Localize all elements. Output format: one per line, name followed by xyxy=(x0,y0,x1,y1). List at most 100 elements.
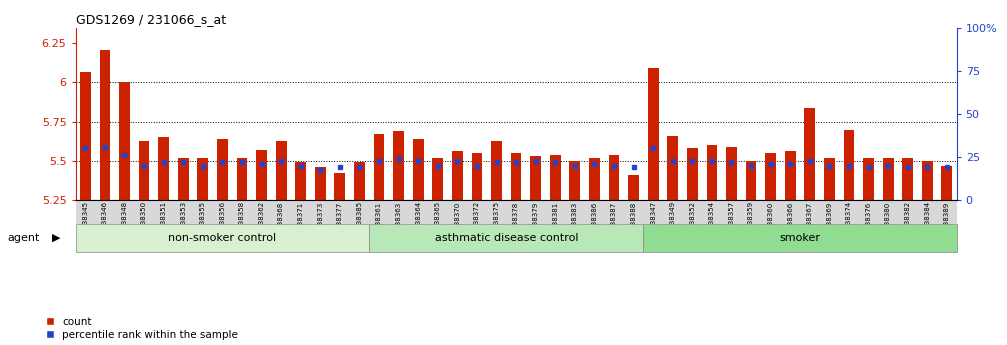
Text: GSM38382: GSM38382 xyxy=(904,201,910,239)
Bar xyxy=(334,174,345,200)
Text: GSM38367: GSM38367 xyxy=(807,201,813,239)
Text: GSM38386: GSM38386 xyxy=(591,201,597,239)
Bar xyxy=(511,153,522,200)
Text: GSM38381: GSM38381 xyxy=(552,201,558,239)
Text: GSM38349: GSM38349 xyxy=(670,201,676,239)
Text: GSM38370: GSM38370 xyxy=(454,201,460,239)
Bar xyxy=(393,131,404,200)
Bar xyxy=(80,71,91,200)
Text: GSM38374: GSM38374 xyxy=(846,201,852,239)
Text: GSM38373: GSM38373 xyxy=(317,201,323,239)
Bar xyxy=(432,158,443,200)
Bar xyxy=(197,158,208,200)
Text: GSM38371: GSM38371 xyxy=(298,201,304,239)
Text: GSM38353: GSM38353 xyxy=(180,201,186,239)
Text: GSM38387: GSM38387 xyxy=(611,201,617,239)
Bar xyxy=(765,153,776,200)
Bar xyxy=(648,68,659,200)
Text: GSM38388: GSM38388 xyxy=(630,201,636,239)
Text: GSM38385: GSM38385 xyxy=(356,201,363,239)
Text: GSM38361: GSM38361 xyxy=(376,201,382,239)
Bar xyxy=(100,50,111,200)
Bar xyxy=(217,139,228,200)
Text: GSM38345: GSM38345 xyxy=(83,201,89,239)
Text: GSM38368: GSM38368 xyxy=(278,201,284,239)
Text: GSM38375: GSM38375 xyxy=(493,201,499,239)
Text: GSM38379: GSM38379 xyxy=(533,201,539,239)
Text: asthmatic disease control: asthmatic disease control xyxy=(435,233,578,243)
Bar xyxy=(668,136,678,200)
Text: GSM38358: GSM38358 xyxy=(239,201,245,239)
Text: GSM38352: GSM38352 xyxy=(690,201,695,239)
Text: GSM38346: GSM38346 xyxy=(102,201,108,239)
Text: GSM38362: GSM38362 xyxy=(259,201,265,239)
Bar xyxy=(569,161,580,200)
Text: GSM38376: GSM38376 xyxy=(866,201,871,239)
Text: GSM38389: GSM38389 xyxy=(944,201,950,239)
Bar xyxy=(237,158,248,200)
Bar xyxy=(374,134,385,200)
Bar xyxy=(413,139,424,200)
Bar xyxy=(471,153,482,200)
Text: GSM38383: GSM38383 xyxy=(572,201,578,239)
Bar xyxy=(707,145,717,200)
Bar xyxy=(158,137,169,200)
Bar xyxy=(805,108,816,200)
Bar xyxy=(643,224,957,252)
Bar xyxy=(119,82,130,200)
Text: non-smoker control: non-smoker control xyxy=(168,233,277,243)
Text: GSM38380: GSM38380 xyxy=(885,201,891,239)
Bar xyxy=(824,158,835,200)
Text: ▶: ▶ xyxy=(52,233,60,243)
Text: GSM38347: GSM38347 xyxy=(651,201,657,239)
Bar xyxy=(883,158,893,200)
Text: GSM38366: GSM38366 xyxy=(787,201,794,239)
Text: GSM38384: GSM38384 xyxy=(924,201,930,239)
Legend: count, percentile rank within the sample: count, percentile rank within the sample xyxy=(45,317,238,340)
Text: GSM38354: GSM38354 xyxy=(709,201,715,239)
Text: GSM38363: GSM38363 xyxy=(396,201,402,239)
Bar xyxy=(76,224,370,252)
Bar xyxy=(139,140,149,200)
Text: GDS1269 / 231066_s_at: GDS1269 / 231066_s_at xyxy=(76,13,226,27)
Text: GSM38364: GSM38364 xyxy=(415,201,421,239)
Bar xyxy=(178,158,188,200)
Bar xyxy=(942,166,953,200)
Text: GSM38357: GSM38357 xyxy=(728,201,734,239)
Text: GSM38365: GSM38365 xyxy=(435,201,441,239)
Bar xyxy=(687,148,698,200)
Bar xyxy=(256,150,267,200)
Bar xyxy=(745,161,756,200)
Bar xyxy=(784,151,796,200)
Text: agent: agent xyxy=(7,233,39,243)
Bar xyxy=(902,158,913,200)
Bar xyxy=(628,175,639,200)
Bar xyxy=(589,158,600,200)
Text: GSM38356: GSM38356 xyxy=(220,201,226,239)
Bar xyxy=(452,151,463,200)
Bar xyxy=(354,162,365,200)
Bar xyxy=(863,158,874,200)
Bar xyxy=(295,162,306,200)
Text: GSM38378: GSM38378 xyxy=(514,201,519,239)
Bar xyxy=(531,156,541,200)
Bar xyxy=(921,161,932,200)
Bar xyxy=(844,129,854,200)
Text: smoker: smoker xyxy=(779,233,821,243)
Bar xyxy=(726,147,737,200)
Bar xyxy=(276,140,287,200)
Text: GSM38350: GSM38350 xyxy=(141,201,147,239)
Text: GSM38369: GSM38369 xyxy=(827,201,833,239)
Text: GSM38351: GSM38351 xyxy=(161,201,166,239)
Text: GSM38348: GSM38348 xyxy=(122,201,128,239)
Bar xyxy=(370,224,643,252)
Text: GSM38359: GSM38359 xyxy=(748,201,754,239)
Bar xyxy=(608,155,619,200)
Bar xyxy=(491,140,501,200)
Text: GSM38360: GSM38360 xyxy=(767,201,773,239)
Text: GSM38372: GSM38372 xyxy=(474,201,480,239)
Bar xyxy=(315,167,325,200)
Bar xyxy=(550,155,561,200)
Text: GSM38355: GSM38355 xyxy=(199,201,205,239)
Text: GSM38377: GSM38377 xyxy=(337,201,342,239)
